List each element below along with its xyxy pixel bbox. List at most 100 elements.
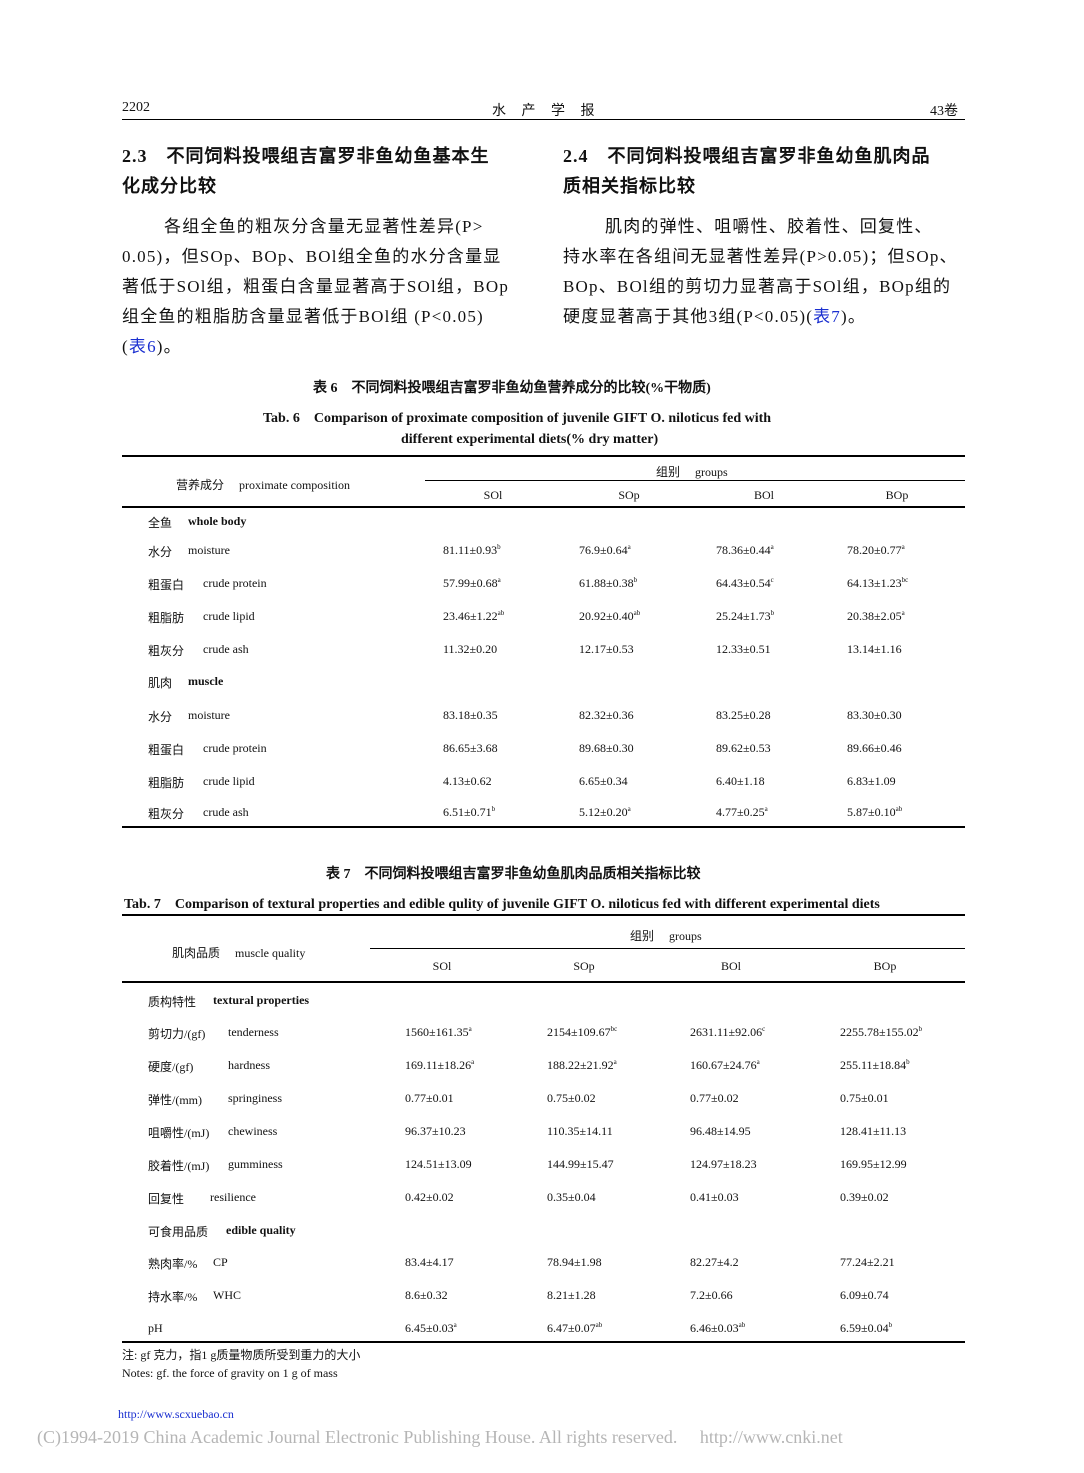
cell-value: 6.09±0.74	[840, 1288, 889, 1302]
column-header: BOp	[885, 488, 909, 502]
row-label-cn: 肌肉	[148, 676, 173, 690]
group-header: 组别 groups	[630, 929, 702, 943]
cell-value: 76.9±0.64	[579, 543, 628, 557]
cell-value: 78.94±1.98	[547, 1255, 602, 1269]
cell-value: 0.77±0.01	[405, 1091, 454, 1105]
table-cell: 89.66±0.46	[847, 741, 902, 756]
cell-value: 11.32±0.20	[443, 642, 498, 656]
row-label-en: resilience	[210, 1190, 256, 1204]
cell-value: 7.2±0.66	[690, 1288, 733, 1302]
cell-value: 2255.78±155.02	[840, 1025, 919, 1039]
table-cell: 6.47±0.07ab	[547, 1321, 602, 1336]
cell-value: 6.47±0.07	[547, 1321, 596, 1335]
table-cell: 2631.11±92.06c	[690, 1025, 765, 1040]
row-label-cn: 粗灰分	[148, 644, 185, 658]
row-label-cn: 粗灰分	[148, 807, 185, 821]
table6-link[interactable]: 表6	[128, 337, 157, 356]
table7-caption-en: Tab. 7 Comparison of textural properties…	[124, 897, 880, 912]
table-cell: 0.41±0.03	[690, 1190, 739, 1205]
cell-value: 81.11±0.93	[443, 543, 498, 557]
significance-letter: b	[770, 609, 775, 617]
row-label-cn: 可食用品质	[148, 1225, 209, 1239]
table-cell: 78.20±0.77a	[847, 543, 905, 558]
significance-letter: a	[627, 543, 631, 551]
table-cell: 83.30±0.30	[847, 708, 902, 723]
cell-value: 255.11±18.84	[840, 1058, 907, 1072]
table-cell: 96.37±10.23	[405, 1124, 466, 1139]
table-cell: 0.39±0.02	[840, 1190, 889, 1205]
cell-value: 78.20±0.77	[847, 543, 902, 557]
cell-value: 5.87±0.10	[847, 805, 896, 819]
table-cell: 12.17±0.53	[579, 642, 634, 657]
table6-caption-en: Tab. 6 Comparison of proximate compositi…	[263, 411, 772, 426]
column-header: BOl	[753, 488, 775, 502]
row-label-en: muscle	[188, 674, 224, 688]
significance-letter: a	[613, 1058, 617, 1066]
table-cell: 61.88±0.38b	[579, 576, 637, 591]
table-cell: 77.24±2.21	[840, 1255, 895, 1270]
section-2-3-title-cont: 化成分比较	[122, 176, 217, 196]
row-label-cn: 胶着性/(mJ)	[148, 1159, 210, 1173]
cell-value: 83.4±4.17	[405, 1255, 454, 1269]
cell-value: 89.66±0.46	[847, 741, 902, 755]
table-cell: 76.9±0.64a	[579, 543, 631, 558]
paragraph-line: 0.05)，但SOp、BOp、BOl组全鱼的水分含量显	[122, 247, 502, 266]
table-cell: 5.87±0.10ab	[847, 805, 902, 820]
cell-value: 6.45±0.03	[405, 1321, 454, 1335]
table7-note-en: Notes: gf. the force of gravity on 1 g o…	[122, 1366, 338, 1380]
cell-value: 86.65±3.68	[443, 741, 498, 755]
significance-letter: a	[901, 609, 905, 617]
table6-caption-en-cont: different experimental diets(% dry matte…	[401, 432, 659, 447]
table7-note-cn: 注: gf 克力，指1 g质量物质所受到重力的大小	[122, 1348, 361, 1362]
table-cell: 0.35±0.04	[547, 1190, 596, 1205]
cell-value: 0.41±0.03	[690, 1190, 739, 1204]
row-label-en: WHC	[213, 1288, 241, 1302]
row-label-en: springiness	[228, 1091, 282, 1105]
cell-value: 5.12±0.20	[579, 805, 628, 819]
table-cell: 82.32±0.36	[579, 708, 634, 723]
table-cell: 13.14±1.16	[847, 642, 902, 657]
cell-value: 8.6±0.32	[405, 1288, 448, 1302]
row-header: 肌肉品质 muscle quality	[172, 946, 306, 960]
cell-value: 25.24±1.73	[716, 609, 771, 623]
row-label-en: crude lipid	[203, 609, 255, 623]
cell-value: 57.99±0.68	[443, 576, 498, 590]
table-cell: 78.94±1.98	[547, 1255, 602, 1270]
significance-letter: a	[453, 1321, 457, 1329]
cell-value: 144.99±15.47	[547, 1157, 614, 1171]
row-label-cn: 粗蛋白	[148, 743, 185, 757]
row-label-en: chewiness	[228, 1124, 278, 1138]
table6-caption-cn: 表 6 不同饲料投喂组吉富罗非鱼幼鱼营养成分的比较(%干物质)	[313, 381, 711, 396]
table-rule	[370, 948, 965, 949]
table-cell: 6.51±0.71b	[443, 805, 495, 820]
column-header: SOp	[573, 959, 595, 973]
cell-value: 188.22±21.92	[547, 1058, 614, 1072]
cell-value: 23.46±1.22	[443, 609, 498, 623]
table-cell: 6.45±0.03a	[405, 1321, 457, 1336]
significance-letter: a	[627, 805, 631, 813]
table-cell: 0.77±0.01	[405, 1091, 454, 1106]
table-cell: 83.25±0.28	[716, 708, 771, 723]
table-cell: 1560±161.35a	[405, 1025, 472, 1040]
row-label-cn: 熟肉率/%	[148, 1257, 198, 1271]
cell-value: 12.33±0.51	[716, 642, 771, 656]
cell-value: 160.67±24.76	[690, 1058, 757, 1072]
table7-link[interactable]: 表7	[813, 307, 841, 326]
row-label-en: CP	[213, 1255, 228, 1269]
table-cell: 8.6±0.32	[405, 1288, 448, 1303]
column-header: SOl	[483, 488, 503, 502]
cell-value: 124.97±18.23	[690, 1157, 757, 1171]
cell-value: 82.32±0.36	[579, 708, 634, 722]
cell-value: 0.35±0.04	[547, 1190, 596, 1204]
significance-letter: b	[497, 543, 501, 551]
cell-value: 0.77±0.02	[690, 1091, 739, 1105]
table-cell: 124.51±13.09	[405, 1157, 472, 1172]
row-label-en: gumminess	[228, 1157, 283, 1171]
column-header: SOl	[432, 959, 452, 973]
section-2-4-title: 2.4 不同饲料投喂组吉富罗非鱼幼鱼肌肉品	[563, 146, 931, 166]
row-label-en: crude lipid	[203, 774, 255, 788]
significance-letter: ab	[738, 1321, 746, 1329]
row-label-en: hardness	[228, 1058, 270, 1072]
table-rule	[122, 981, 965, 983]
journal-url-link[interactable]: http://www.scxuebao.cn	[118, 1407, 234, 1421]
